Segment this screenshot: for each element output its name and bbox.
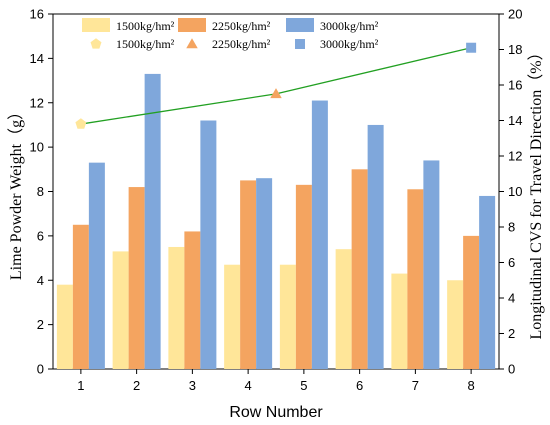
right-tick-label: 6 (508, 255, 515, 270)
left-tick-label: 12 (30, 95, 44, 110)
legend-marker-1 (90, 38, 102, 49)
bar-2-row-3 (184, 231, 201, 369)
bar-1-row-2 (112, 251, 129, 369)
x-tick-label: 3 (189, 378, 196, 393)
x-tick-label: 8 (468, 378, 475, 393)
left-tick-label: 2 (37, 317, 44, 332)
bar-3-row-7 (423, 160, 440, 369)
x-tick-label: 2 (133, 378, 140, 393)
legend: 1500kg/hm² 2250kg/hm² 3000kg/hm² 1500kg/hm²… (82, 18, 379, 51)
legend-bar-swatch-2 (178, 18, 206, 32)
left-tick-label: 8 (37, 184, 44, 199)
y-axis-title: Lime Powder Weight（g） (7, 104, 25, 280)
right-tick-label: 4 (508, 291, 515, 306)
right-tick-label: 16 (508, 78, 522, 93)
right-tick-label: 8 (508, 220, 515, 235)
bar-1-row-6 (335, 249, 352, 369)
legend-bar-swatch-3 (286, 18, 314, 32)
bar-3-row-2 (144, 73, 161, 369)
bar-3-row-5 (311, 100, 328, 369)
right-tick-label: 0 (508, 362, 515, 377)
legend-bar-label-2: 2250kg/hm² (212, 19, 271, 33)
bar-1-row-8 (447, 280, 464, 369)
x-tick-label: 5 (300, 378, 307, 393)
legend-marker-label-1: 1500kg/hm² (116, 37, 175, 51)
y2-axis-title: Longitudinal CVS for Travel Direction（%） (527, 44, 545, 339)
bar-1-row-3 (168, 246, 185, 369)
bar-1-row-4 (224, 264, 241, 369)
bars-layer (56, 73, 496, 369)
bar-1-row-1 (56, 284, 73, 369)
right-tick-label: 20 (508, 7, 522, 22)
legend-marker-label-2: 2250kg/hm² (212, 37, 271, 51)
left-tick-label: 16 (30, 7, 44, 22)
cvs-marker-1 (75, 118, 87, 129)
x-axis: 1 2 3 4 5 6 7 8 (77, 369, 475, 393)
bar-2-row-6 (351, 169, 368, 369)
x-tick-label: 1 (77, 378, 84, 393)
right-tick-label: 18 (508, 42, 522, 57)
right-tick-label: 10 (508, 184, 522, 199)
bar-3-row-3 (200, 120, 217, 369)
left-tick-label: 14 (30, 51, 44, 66)
x-tick-label: 4 (245, 378, 252, 393)
cvs-line (80, 47, 472, 125)
left-tick-label: 0 (37, 362, 44, 377)
legend-bar-label-1: 1500kg/hm² (116, 19, 175, 33)
bar-2-row-8 (463, 235, 480, 369)
bar-3-row-4 (256, 178, 273, 369)
bar-2-row-2 (128, 187, 145, 369)
legend-bar-label-3: 3000kg/hm² (320, 19, 379, 33)
bar-2-row-4 (240, 180, 257, 369)
right-tick-label: 14 (508, 113, 522, 128)
right-tick-label: 2 (508, 326, 515, 341)
right-tick-label: 12 (508, 149, 522, 164)
cvs-line-layer (75, 42, 477, 129)
left-y-axis: 0 2 4 6 8 10 12 14 16 (30, 7, 53, 377)
left-tick-label: 6 (37, 228, 44, 243)
bar-2-row-5 (295, 184, 312, 369)
bar-1-row-5 (279, 264, 296, 369)
left-tick-label: 10 (30, 140, 44, 155)
cvs-marker-3 (466, 42, 477, 53)
bar-3-row-6 (367, 124, 384, 369)
legend-bar-swatch-1 (82, 18, 110, 32)
cvs-marker-2 (270, 88, 282, 99)
legend-marker-2 (186, 38, 198, 49)
bar-3-row-8 (479, 195, 496, 369)
bar-1-row-7 (391, 273, 408, 369)
x-axis-title: Row Number (229, 404, 323, 421)
bar-2-row-1 (72, 224, 89, 369)
legend-marker-3 (295, 39, 305, 49)
bar-3-row-1 (88, 162, 105, 369)
left-tick-label: 4 (37, 273, 44, 288)
x-tick-label: 6 (356, 378, 363, 393)
right-y-axis: 0 2 4 6 8 10 12 14 16 18 20 (499, 7, 522, 377)
x-tick-label: 7 (412, 378, 419, 393)
legend-marker-label-3: 3000kg/hm² (320, 37, 379, 51)
bar-2-row-7 (407, 189, 424, 369)
